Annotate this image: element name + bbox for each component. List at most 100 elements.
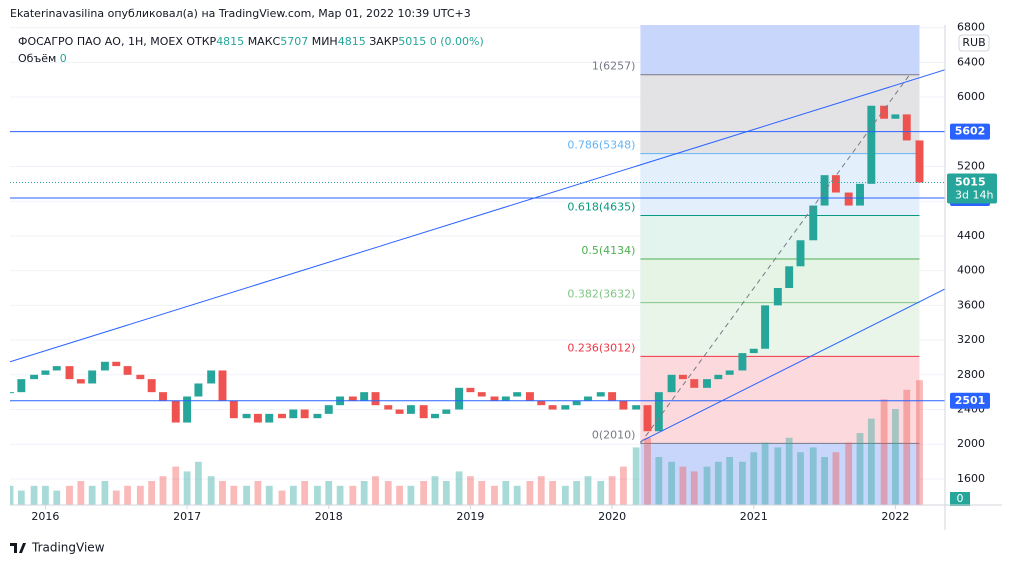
fib-band [640, 302, 920, 357]
volume-bar [289, 485, 297, 505]
volume-bar [561, 485, 569, 505]
legend-part: МАКС [248, 35, 281, 48]
candle [76, 379, 85, 384]
volume-bar [207, 476, 215, 505]
y-tick-label: 1600 [957, 472, 985, 485]
trendline [10, 69, 945, 363]
volume-bar [314, 485, 321, 505]
x-tick-label: 2022 [881, 510, 909, 523]
candle [513, 392, 522, 397]
volume-bar [455, 471, 463, 505]
volume-bar [726, 457, 734, 505]
x-tick-label: 2016 [31, 510, 59, 523]
volume-bar [821, 457, 828, 505]
candle [242, 413, 251, 419]
candle [17, 379, 26, 393]
legend-part: ФОСАГРО ПАО АО, 1Н, MOEX [18, 35, 183, 48]
volume-bar [845, 442, 853, 505]
candle [831, 175, 840, 193]
fib-label: 1(6257) [592, 60, 636, 73]
candle [253, 413, 262, 423]
candle [915, 140, 924, 183]
volume-bar [10, 485, 14, 505]
volume-badge-label: 0 [957, 492, 964, 505]
candle [773, 288, 782, 306]
fib-band [640, 356, 920, 444]
volume-bar [502, 481, 510, 505]
candle [147, 379, 156, 393]
y-tick-label: 4400 [957, 229, 985, 242]
candle [171, 400, 180, 423]
legend-part: МИН [312, 35, 338, 48]
y-tick-label: 2000 [957, 437, 985, 450]
candle [313, 413, 322, 419]
fib-band [640, 153, 920, 216]
candle [100, 361, 109, 371]
fib-label: 0.786(5348) [567, 139, 635, 152]
candle [466, 387, 475, 393]
x-tick-label: 2017 [173, 510, 201, 523]
volume-bar [916, 380, 923, 505]
volume-bar [655, 457, 663, 505]
volume-bar [77, 481, 85, 505]
candle [384, 405, 393, 410]
y-tick-label: 3200 [957, 333, 985, 346]
volume-bar [301, 481, 309, 505]
volume-legend-value: 0 [60, 52, 67, 65]
volume-bar [219, 481, 226, 505]
volume-bar [750, 452, 758, 505]
volume-legend: Объём 0 [18, 52, 67, 65]
fib-label: 0(2010) [592, 428, 636, 441]
price-badge [950, 123, 990, 140]
volume-bar [668, 461, 675, 505]
logo: TradingView [10, 541, 105, 555]
volume-bar [785, 437, 793, 505]
currency: RUB [962, 36, 985, 49]
candle [360, 392, 369, 401]
candle [572, 400, 581, 406]
candle [749, 348, 758, 354]
volume-bar [690, 471, 698, 505]
volume-bar [88, 485, 96, 505]
volume-bar [867, 418, 875, 505]
candle [608, 392, 617, 401]
volume-bar [832, 452, 840, 505]
candle [596, 392, 605, 397]
legend: ФОСАГРО ПАО АО, 1Н, MOEX ОТКР4815 МАКС57… [18, 35, 484, 48]
volume-bar [797, 452, 804, 505]
volume-bar [265, 485, 273, 505]
price-badge [950, 392, 990, 409]
legend-part: 5707 [280, 35, 308, 48]
volume-bar [336, 485, 344, 505]
candle [584, 396, 592, 401]
volume-bar [573, 481, 581, 505]
candle [229, 400, 238, 419]
candle [300, 409, 309, 419]
candle [537, 400, 546, 406]
candle [455, 387, 464, 410]
candle [880, 105, 889, 119]
volume-bar [703, 466, 711, 505]
price-badge-label: 5602 [955, 125, 986, 138]
volume-bar [325, 481, 333, 505]
price-badge-label: 2501 [955, 394, 986, 407]
volume-bar [349, 485, 357, 505]
volume-bar [243, 485, 250, 505]
volume-bar [230, 485, 238, 505]
y-tick-label: 5200 [957, 159, 985, 172]
candle [654, 392, 663, 432]
volume-bar [372, 476, 379, 505]
candle [796, 240, 805, 267]
candle [738, 353, 747, 371]
candle [348, 396, 357, 401]
fib-label: 0.382(3632) [567, 288, 635, 301]
volume-bar [172, 466, 180, 505]
volume-bar [442, 481, 450, 505]
volume-bar [53, 490, 61, 505]
volume-bar [537, 476, 545, 505]
candle [10, 392, 14, 394]
volume-bar [584, 476, 592, 505]
volume-legend-label: Объём [18, 52, 56, 65]
volume-bar [148, 481, 156, 505]
